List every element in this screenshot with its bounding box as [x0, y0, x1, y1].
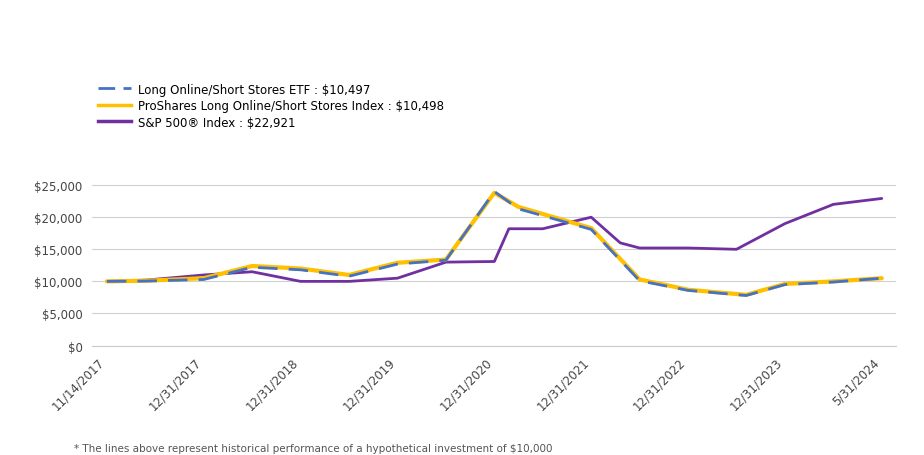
Text: * The lines above represent historical performance of a hypothetical investment : * The lines above represent historical p…: [74, 443, 553, 453]
Legend: Long Online/Short Stores ETF : $10,497, ProShares Long Online/Short Stores Index: Long Online/Short Stores ETF : $10,497, …: [98, 84, 444, 130]
